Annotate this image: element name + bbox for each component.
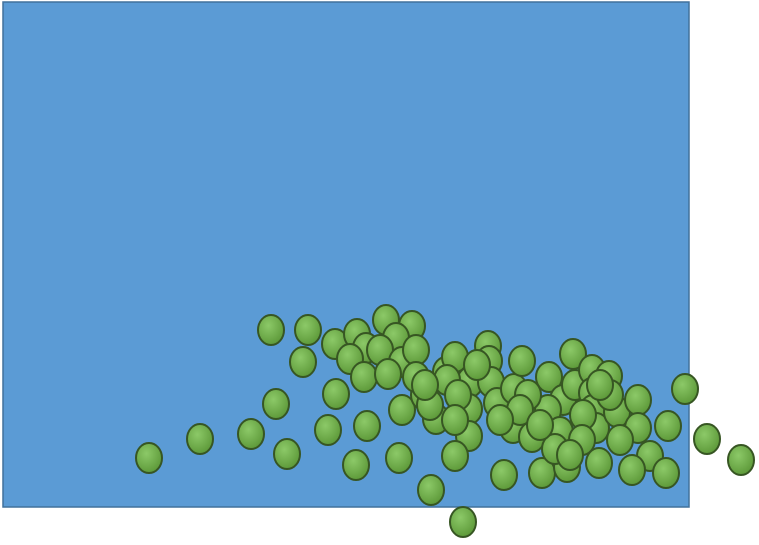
green-particle — [606, 424, 634, 456]
green-particle — [385, 442, 413, 474]
green-particle — [411, 369, 439, 401]
green-particle — [671, 373, 699, 405]
green-particle — [526, 409, 554, 441]
green-particle — [353, 410, 381, 442]
green-particle — [693, 423, 721, 455]
green-particle — [441, 404, 469, 436]
green-particle — [350, 361, 378, 393]
green-particle — [727, 444, 755, 476]
green-particle — [585, 447, 613, 479]
green-particle — [624, 384, 652, 416]
green-particle — [654, 410, 682, 442]
green-particle — [490, 459, 518, 491]
green-particle — [486, 404, 514, 436]
green-particle — [374, 358, 402, 390]
green-particle — [586, 369, 614, 401]
green-particle — [388, 394, 416, 426]
green-particle — [449, 506, 477, 538]
green-particle — [273, 438, 301, 470]
green-particle — [652, 457, 680, 489]
green-particle — [508, 345, 536, 377]
green-particle — [463, 349, 491, 381]
green-particle — [322, 378, 350, 410]
green-particle — [441, 440, 469, 472]
particle-group — [135, 304, 755, 538]
green-particle — [262, 388, 290, 420]
green-particle — [257, 314, 285, 346]
green-particle — [289, 346, 317, 378]
green-particle — [535, 361, 563, 393]
green-particle — [618, 454, 646, 486]
green-particle — [402, 334, 430, 366]
green-particle — [342, 449, 370, 481]
green-particle — [556, 439, 584, 471]
green-particle — [294, 314, 322, 346]
green-particle — [314, 414, 342, 446]
green-particle — [237, 418, 265, 450]
green-particle — [417, 474, 445, 506]
green-particle — [559, 338, 587, 370]
green-particle — [186, 423, 214, 455]
green-particle — [135, 442, 163, 474]
